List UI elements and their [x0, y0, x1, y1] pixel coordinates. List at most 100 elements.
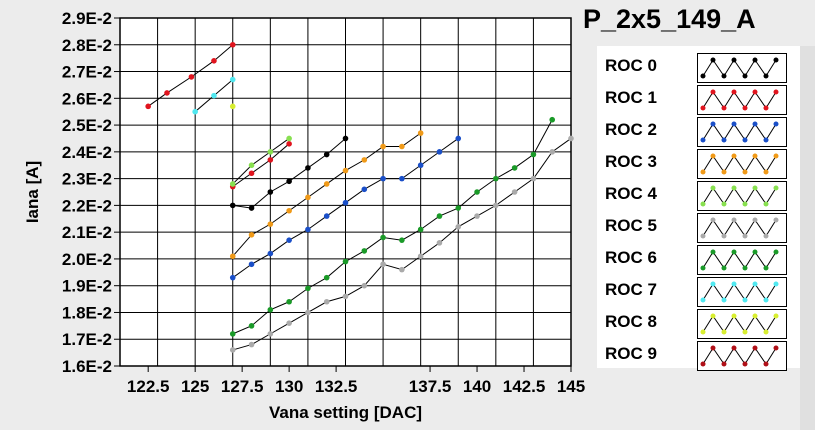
data-point	[530, 175, 537, 182]
legend-swatch-marker	[752, 153, 758, 159]
legend-swatch-marker	[773, 121, 779, 127]
chart-panel: 1.6E-2 1.7E-2 1.8E-2 1.9E-2 2.0E-2 2.1E-2 2.2E…	[23, 9, 586, 422]
data-point	[493, 202, 499, 209]
legend-swatch-marker	[710, 153, 716, 159]
legend-swatch-marker	[773, 345, 779, 351]
legend-swatch-marker	[700, 297, 706, 303]
legend-label: ROC 9	[605, 344, 657, 363]
legend-swatch-marker	[731, 153, 737, 159]
y-tick-label: 2.9E-2	[62, 9, 112, 28]
legend-swatch-marker	[721, 137, 727, 143]
data-point	[305, 226, 311, 233]
legend-swatch-marker	[721, 233, 727, 239]
legend-item: ROC 2	[597, 114, 797, 147]
data-point	[229, 202, 236, 209]
legend-swatch-marker	[773, 57, 779, 63]
legend-swatch-marker	[752, 313, 758, 319]
data-point	[455, 135, 462, 142]
legend-swatch-marker	[731, 185, 737, 191]
data-point	[380, 234, 386, 241]
data-point	[248, 162, 255, 169]
legend-swatch-marker	[710, 249, 716, 255]
legend-swatch-marker	[731, 249, 737, 255]
legend-swatch-marker	[752, 345, 758, 351]
legend-swatch-marker	[700, 201, 706, 207]
legend-swatch-marker	[742, 137, 748, 143]
legend-swatch	[697, 53, 787, 83]
data-point	[211, 58, 217, 64]
data-point	[248, 232, 255, 238]
data-point	[305, 309, 311, 316]
data-point	[380, 143, 386, 150]
data-point	[417, 226, 424, 233]
x-tick-label: 130	[275, 377, 303, 396]
legend-label: ROC 5	[605, 216, 657, 235]
legend-swatch	[697, 245, 787, 275]
legend-swatch-marker	[742, 329, 748, 335]
data-point	[323, 274, 330, 281]
data-point	[399, 237, 405, 243]
y-tick-label: 2.3E-2	[62, 170, 112, 189]
legend-swatch-marker	[742, 105, 748, 111]
data-point	[399, 175, 405, 182]
data-point	[323, 213, 330, 219]
series-line	[232, 138, 290, 185]
legend-swatch-line	[702, 91, 777, 109]
legend-label: ROC 0	[605, 56, 657, 75]
data-point	[145, 103, 151, 110]
data-point	[568, 135, 574, 142]
legend-swatch-marker	[763, 201, 769, 207]
scrollbar-strip[interactable]	[800, 46, 815, 430]
legend-swatch-line	[702, 187, 777, 205]
x-tick-label: 125	[181, 377, 209, 396]
data-point	[417, 253, 424, 260]
y-tick-label: 2.0E-2	[62, 250, 112, 269]
legend-swatch-marker	[731, 89, 737, 95]
legend-item: ROC 4	[597, 178, 797, 211]
data-point	[192, 108, 198, 115]
legend-swatch	[697, 181, 787, 211]
legend-swatch-marker	[752, 89, 758, 95]
data-point	[323, 181, 330, 187]
plot-frame	[119, 17, 572, 367]
data-point	[323, 151, 330, 158]
legend-swatch-marker	[731, 217, 737, 223]
legend-swatch-marker	[731, 281, 737, 287]
chart-svg: 1.6E-2 1.7E-2 1.8E-2 1.9E-2 2.0E-2 2.1E-2 2.2E…	[23, 9, 585, 422]
data-point	[399, 266, 405, 273]
x-tick-label: 140	[463, 377, 491, 396]
legend-swatch-marker	[773, 249, 779, 255]
data-point	[267, 306, 274, 313]
data-point	[229, 181, 236, 187]
data-point	[248, 170, 255, 177]
legend-swatch-marker	[731, 313, 737, 319]
legend-swatch-marker	[763, 297, 769, 303]
legend-swatch-marker	[731, 345, 737, 351]
legend-item: ROC 6	[597, 242, 797, 275]
data-point	[511, 189, 518, 195]
legend-swatch	[697, 341, 787, 371]
legend-swatch-marker	[731, 57, 737, 63]
data-point	[286, 141, 292, 147]
data-point	[267, 221, 274, 227]
data-point	[267, 189, 274, 195]
legend-swatch	[697, 277, 787, 307]
x-tick-label: 145	[557, 377, 585, 396]
legend-swatch-line	[702, 219, 777, 237]
legend-swatch-line	[702, 347, 777, 365]
legend-swatch-marker	[721, 105, 727, 111]
y-tick-label: 1.8E-2	[62, 303, 112, 322]
y-tick-label: 2.1E-2	[62, 223, 112, 242]
legend-label: ROC 8	[605, 312, 657, 331]
legend-swatch-marker	[742, 233, 748, 239]
legend-swatch-marker	[742, 361, 748, 367]
data-point	[267, 331, 274, 337]
legend-swatch-marker	[700, 233, 706, 239]
data-point	[267, 250, 274, 257]
legend-swatch-marker	[721, 73, 727, 79]
data-point	[286, 207, 292, 214]
legend-swatch-marker	[763, 105, 769, 111]
data-point	[286, 298, 292, 305]
legend-swatch-marker	[700, 265, 706, 271]
legend-swatch-marker	[742, 265, 748, 271]
